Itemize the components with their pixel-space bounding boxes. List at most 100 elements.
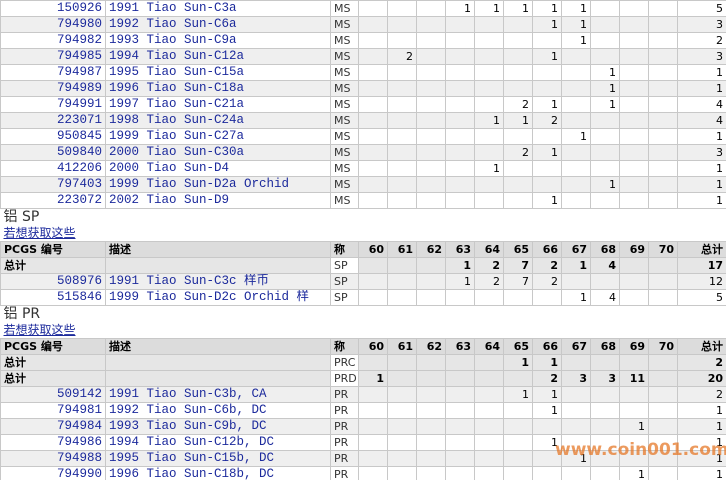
pcgs-number[interactable]: 794991 (0, 96, 106, 113)
count-cell (532, 418, 562, 435)
count-cell (532, 32, 562, 49)
description[interactable]: 1995 Tiao Sun-C15b, DC (105, 450, 331, 467)
table-row: 509840 2000 Tiao Sun-C30a MS 2 1 3 (0, 144, 726, 161)
designation: SP (330, 289, 359, 306)
header-cell: 称 (330, 338, 359, 355)
pcgs-number[interactable]: 223072 (0, 192, 106, 209)
table-row: PCGS 编号 描述称 60 61 62 63 64 65 66 67 68 69 70 总计 (0, 338, 726, 355)
grade-header: 62 (416, 241, 446, 258)
description[interactable]: 1996 Tiao Sun-C18b, DC (105, 466, 331, 480)
count-cell (561, 64, 591, 81)
count-cell (416, 32, 446, 49)
count-cell (416, 160, 446, 177)
description[interactable]: 1999 Tiao Sun-D2a Orchid (105, 176, 331, 193)
total-cell: 1 (677, 128, 726, 145)
total-cell: 2 (677, 32, 726, 49)
link[interactable]: 若想获取这些 (3, 226, 76, 240)
count-cell (474, 289, 504, 306)
description[interactable]: 1991 Tiao Sun-C3c 样币 (105, 273, 331, 290)
grade-header: 69 (619, 338, 649, 355)
count-cell (358, 386, 388, 403)
pcgs-number[interactable]: 794989 (0, 80, 106, 97)
pcgs-number[interactable]: 412206 (0, 160, 106, 177)
total-cell: 20 (677, 370, 726, 387)
count-cell (561, 273, 591, 290)
description[interactable]: 1992 Tiao Sun-C6a (105, 16, 331, 33)
header-cell: 称 (330, 241, 359, 258)
pcgs-number[interactable]: 797403 (0, 176, 106, 193)
count-cell (648, 466, 678, 480)
pcgs-number[interactable]: 794981 (0, 402, 106, 419)
pcgs-number[interactable]: 150926 (0, 0, 106, 17)
total-cell: 17 (677, 257, 726, 274)
pcgs-number[interactable]: 794984 (0, 418, 106, 435)
count-cell (590, 354, 620, 371)
pcgs-number[interactable]: 509142 (0, 386, 106, 403)
pcgs-number[interactable]: 794985 (0, 48, 106, 65)
designation: MS (330, 80, 359, 97)
count-cell (648, 48, 678, 65)
count-cell (416, 64, 446, 81)
count-cell (416, 418, 446, 435)
count-cell (532, 64, 562, 81)
grade-header: 60 (358, 338, 388, 355)
count-cell (445, 434, 475, 451)
description[interactable]: 1993 Tiao Sun-C9b, DC (105, 418, 331, 435)
description[interactable]: 1991 Tiao Sun-C3a (105, 0, 331, 17)
count-cell (619, 16, 649, 33)
description[interactable]: 1999 Tiao Sun-C27a (105, 128, 331, 145)
count-cell (387, 192, 417, 209)
description[interactable]: 1991 Tiao Sun-C3b, CA (105, 386, 331, 403)
count-cell (619, 289, 649, 306)
count-cell (474, 128, 504, 145)
description[interactable]: 1996 Tiao Sun-C18a (105, 80, 331, 97)
description[interactable]: 1998 Tiao Sun-C24a (105, 112, 331, 129)
count-cell: 1 (561, 257, 591, 274)
description[interactable]: 1994 Tiao Sun-C12a (105, 48, 331, 65)
count-cell (561, 144, 591, 161)
description[interactable]: 2002 Tiao Sun-D9 (105, 192, 331, 209)
designation: MS (330, 64, 359, 81)
description[interactable]: 1992 Tiao Sun-C6b, DC (105, 402, 331, 419)
pcgs-number[interactable]: 508976 (0, 273, 106, 290)
link[interactable]: 若想获取这些 (3, 323, 76, 337)
count-cell (503, 32, 533, 49)
grade-header: 62 (416, 338, 446, 355)
pcgs-number[interactable]: 223071 (0, 112, 106, 129)
count-cell (619, 80, 649, 97)
description[interactable]: 1995 Tiao Sun-C15a (105, 64, 331, 81)
description[interactable]: 2000 Tiao Sun-D4 (105, 160, 331, 177)
pcgs-number[interactable]: 794988 (0, 450, 106, 467)
description[interactable]: 2000 Tiao Sun-C30a (105, 144, 331, 161)
pcgs-number[interactable]: 509840 (0, 144, 106, 161)
pcgs-number[interactable]: 794982 (0, 32, 106, 49)
designation: MS (330, 144, 359, 161)
pcgs-number[interactable]: 794990 (0, 466, 106, 480)
description[interactable]: 1994 Tiao Sun-C12b, DC (105, 434, 331, 451)
count-cell (445, 450, 475, 467)
count-cell (358, 354, 388, 371)
total-cell: 2 (677, 354, 726, 371)
count-cell (648, 112, 678, 129)
count-cell (358, 273, 388, 290)
pcgs-number[interactable]: 794986 (0, 434, 106, 451)
description[interactable]: 1997 Tiao Sun-C21a (105, 96, 331, 113)
count-cell (474, 402, 504, 419)
pcgs-number[interactable]: 950845 (0, 128, 106, 145)
count-cell (387, 273, 417, 290)
grade-header: 64 (474, 338, 504, 355)
count-cell (619, 176, 649, 193)
count-cell (648, 273, 678, 290)
count-cell (561, 96, 591, 113)
table-row: 223072 2002 Tiao Sun-D9 MS 1 1 (0, 192, 726, 209)
pcgs-number[interactable]: 515846 (0, 289, 106, 306)
designation: PR (330, 386, 359, 403)
pcgs-number[interactable]: 794980 (0, 16, 106, 33)
description[interactable]: 1993 Tiao Sun-C9a (105, 32, 331, 49)
count-cell: 1 (619, 466, 649, 480)
description[interactable]: 1999 Tiao Sun-D2c Orchid 样 (105, 289, 331, 306)
count-cell (445, 16, 475, 33)
pcgs-number[interactable]: 794987 (0, 64, 106, 81)
count-cell: 1 (561, 0, 591, 17)
count-cell: 1 (561, 16, 591, 33)
